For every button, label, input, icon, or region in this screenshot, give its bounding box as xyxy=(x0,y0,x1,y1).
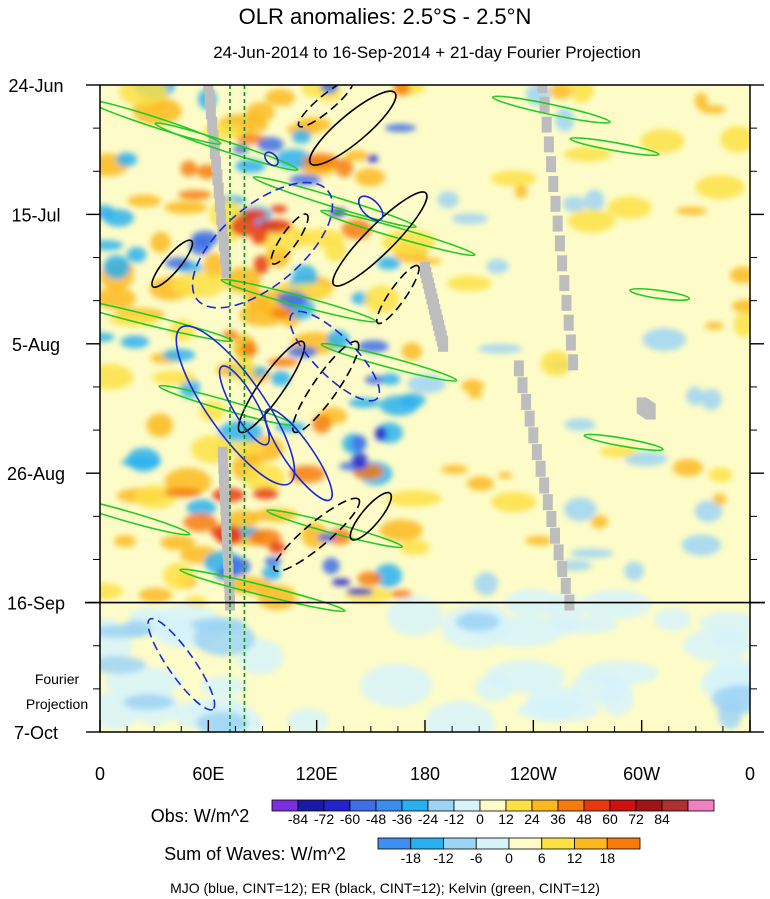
obs-colorbar-swatch-2 xyxy=(323,799,351,812)
missing-data-cells xyxy=(203,85,656,611)
obs-colorbar-swatch-12 xyxy=(583,799,611,812)
waves-colorbar-level-4: 6 xyxy=(538,850,546,866)
x-tick-label-0: 0 xyxy=(95,764,105,784)
waves-colorbar-label: Sum of Waves: W/m^2 xyxy=(164,844,346,864)
obs-colorbar-level-10: 36 xyxy=(550,811,566,827)
y-axis: 24-Jun 15-Jul 5-Aug 26-Aug 16-Sep 7-Oct xyxy=(7,76,764,743)
y-tick-label-3: 26-Aug xyxy=(7,464,65,484)
obs-colorbar-swatch-16 xyxy=(687,799,715,812)
obs-colorbar-swatch-5 xyxy=(401,799,429,812)
waves-colorbar-level-1: -12 xyxy=(433,850,453,866)
obs-colorbar-level-3: -48 xyxy=(366,811,386,827)
waves-colorbar-swatch-6 xyxy=(574,837,608,850)
y-tick-label-5: 7-Oct xyxy=(14,723,58,743)
obs-colorbar: -84 -72 -60 -48 -36 -24 -12 0 12 24 36 48 60 72 84 xyxy=(271,799,715,827)
waves-colorbar-swatch-3 xyxy=(475,837,510,850)
obs-colorbar-swatch-4 xyxy=(375,799,403,812)
x-tick-label-6: 0 xyxy=(745,764,755,784)
obs-colorbar-level-0: -84 xyxy=(288,811,308,827)
obs-colorbar-swatch-3 xyxy=(349,799,377,812)
obs-colorbar-swatch-6 xyxy=(427,799,455,812)
obs-colorbar-level-1: -72 xyxy=(314,811,334,827)
projection-label-line1: Fourier xyxy=(35,671,80,687)
wave-legend-note: MJO (blue, CINT=12); ER (black, CINT=12)… xyxy=(170,880,600,896)
obs-colorbar-level-5: -24 xyxy=(418,811,438,827)
y-tick-label-0: 24-Jun xyxy=(8,76,63,96)
x-tick-label-1: 60E xyxy=(192,764,224,784)
obs-colorbar-level-11: 48 xyxy=(576,811,592,827)
waves-colorbar-swatch-2 xyxy=(443,837,477,850)
waves-colorbar-swatch-5 xyxy=(541,837,575,850)
reference-longitude-lines xyxy=(229,85,246,732)
x-tick-label-3: 180 xyxy=(410,764,440,784)
plot-area xyxy=(100,85,750,732)
obs-colorbar-swatch-1 xyxy=(297,799,325,812)
waves-colorbar-level-6: 18 xyxy=(599,850,615,866)
y-tick-label-2: 5-Aug xyxy=(12,335,60,355)
waves-colorbar-level-0: -18 xyxy=(401,850,421,866)
obs-colorbar-swatch-14 xyxy=(635,799,663,812)
obs-colorbar-level-7: 0 xyxy=(476,811,484,827)
obs-colorbar-swatch-10 xyxy=(531,799,559,812)
obs-colorbar-swatch-8 xyxy=(479,799,507,812)
x-tick-label-2: 120E xyxy=(296,764,338,784)
obs-colorbar-swatch-11 xyxy=(557,799,585,812)
obs-colorbar-level-13: 72 xyxy=(628,811,644,827)
waves-colorbar-swatch-4 xyxy=(508,837,543,850)
waves-colorbar-swatch-7 xyxy=(606,837,641,850)
waves-colorbar-level-5: 12 xyxy=(567,850,583,866)
obs-colorbar-level-12: 60 xyxy=(602,811,618,827)
projection-label-line2: Projection xyxy=(26,696,88,712)
waves-colorbar-level-2: -6 xyxy=(470,850,483,866)
obs-colorbar-level-8: 12 xyxy=(498,811,514,827)
chart-title: OLR anomalies: 2.5°S - 2.5°N xyxy=(239,4,532,29)
obs-colorbar-swatch-7 xyxy=(453,799,481,812)
obs-colorbar-label: Obs: W/m^2 xyxy=(151,806,249,826)
mjo-wave-contours xyxy=(147,151,384,711)
y-tick-label-1: 15-Jul xyxy=(11,205,60,225)
obs-colorbar-swatch-13 xyxy=(609,799,637,812)
obs-colorbar-level-9: 24 xyxy=(524,811,540,827)
obs-colorbar-level-2: -60 xyxy=(340,811,360,827)
obs-colorbar-swatch-0 xyxy=(271,799,299,812)
waves-colorbar: -18 -12 -6 0 6 12 18 xyxy=(377,837,641,866)
obs-colorbar-level-6: -12 xyxy=(444,811,464,827)
waves-colorbar-swatch-1 xyxy=(410,837,444,850)
waves-colorbar-swatch-0 xyxy=(377,837,412,850)
waves-colorbar-level-3: 0 xyxy=(505,850,513,866)
chart-subtitle: 24-Jun-2014 to 16-Sep-2014 + 21-day Four… xyxy=(213,43,641,62)
obs-colorbar-swatch-15 xyxy=(661,799,689,812)
obs-colorbar-swatch-9 xyxy=(505,799,533,812)
obs-colorbar-level-14: 84 xyxy=(654,811,670,827)
x-tick-label-4: 120W xyxy=(510,764,557,784)
y-tick-label-4: 16-Sep xyxy=(7,594,65,614)
x-tick-label-5: 60W xyxy=(623,764,660,784)
anomaly-field xyxy=(100,85,750,732)
obs-colorbar-level-4: -36 xyxy=(392,811,412,827)
x-axis: 0 60E 120E 180 120W 60W 0 xyxy=(95,720,755,784)
er-wave-contours xyxy=(151,85,428,573)
